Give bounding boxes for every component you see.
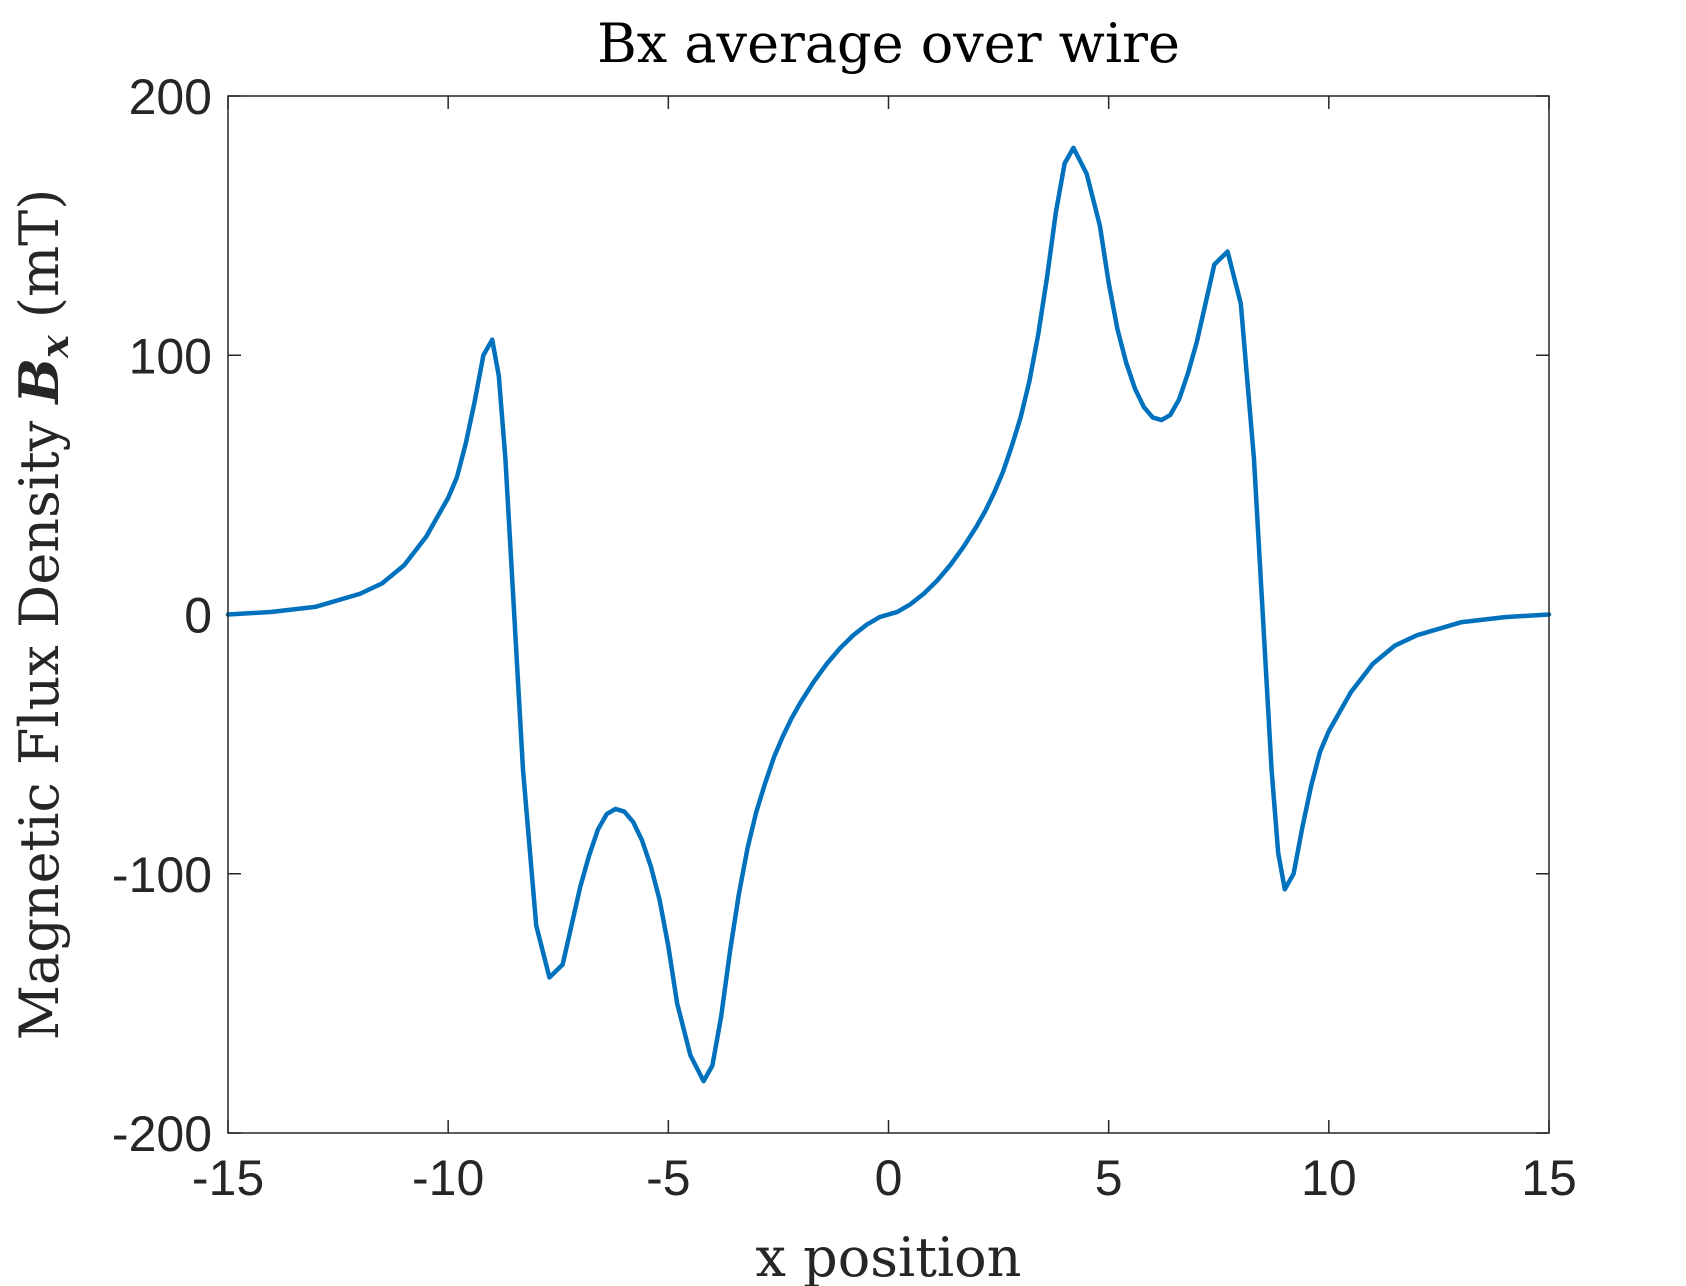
y-axis-label-prefix: Magnetic Flux Density	[8, 404, 71, 1041]
y-axis-label: Magnetic Flux Density Bx (mT)	[7, 189, 77, 1041]
x-tick-label: 10	[1301, 1150, 1357, 1206]
axes-box	[227, 95, 1550, 1134]
series-layer	[225, 145, 1552, 1084]
x-tick-label: 0	[875, 1150, 903, 1206]
y-axis-label-symbol: B	[7, 358, 71, 406]
y-tick-label: -100	[112, 847, 212, 903]
y-axis-label-suffix: (mT)	[8, 189, 71, 336]
x-tick-label: -10	[412, 1150, 484, 1206]
x-tick-label: -15	[192, 1150, 264, 1206]
series-line	[225, 145, 1552, 1084]
x-axis-label: x position	[756, 1226, 1022, 1286]
y-tick-label: 0	[184, 588, 212, 644]
ticks-layer: -15 -10 -5 0 5 10 15 -200 -100 0 100 200	[112, 69, 1577, 1206]
y-axis-label-subscript: x	[32, 334, 77, 359]
x-tick-label: 5	[1095, 1150, 1123, 1206]
y-tick-label: 100	[129, 328, 212, 384]
chart-title: Bx average over wire	[597, 12, 1180, 75]
x-tick-label: -5	[646, 1150, 690, 1206]
axes-layer	[227, 95, 1550, 1134]
x-tick-label: 15	[1521, 1150, 1577, 1206]
y-tick-label: 200	[129, 69, 212, 125]
y-tick-label: -200	[112, 1106, 212, 1162]
